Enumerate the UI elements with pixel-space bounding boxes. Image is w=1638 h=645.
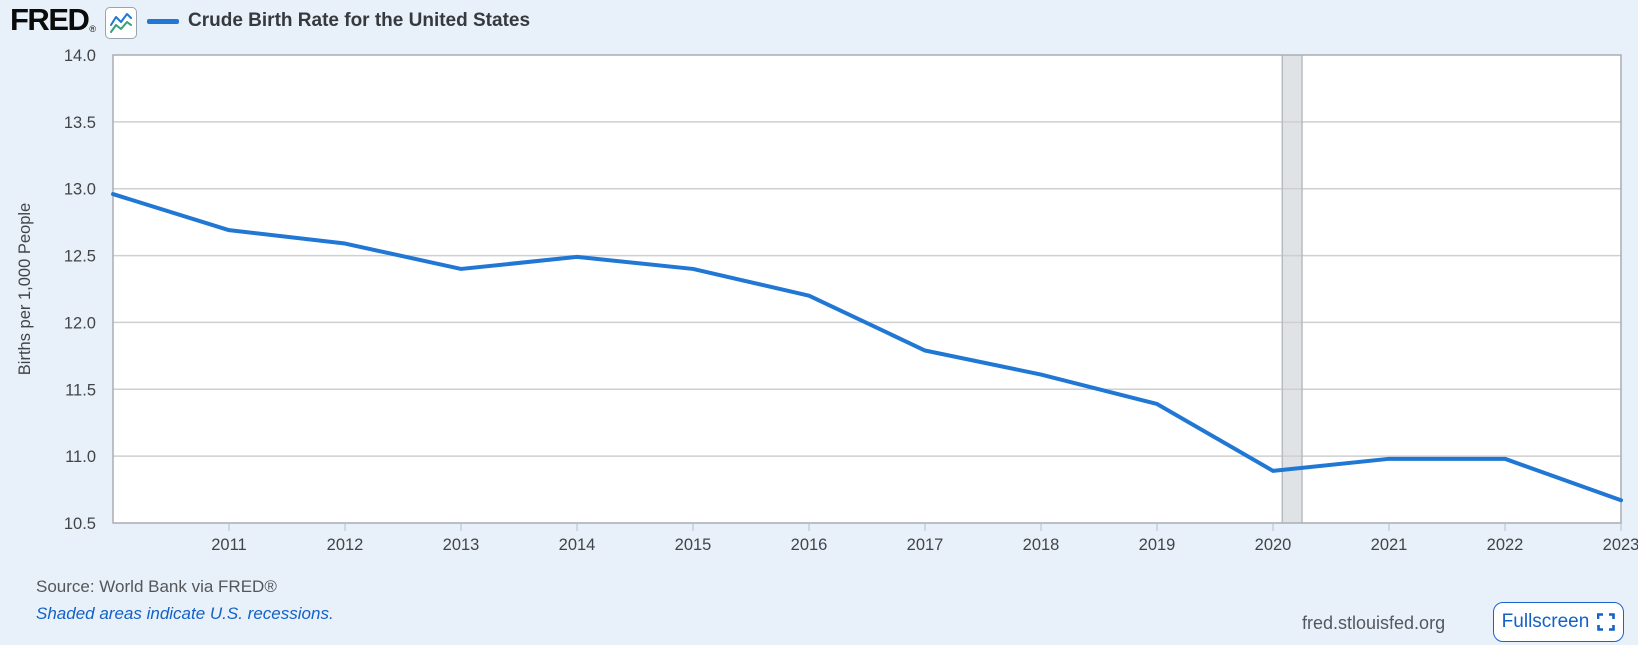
y-tick-label: 13.0 — [64, 181, 96, 199]
x-tick-label: 2020 — [1255, 536, 1292, 554]
y-tick-label: 13.5 — [64, 114, 96, 132]
y-tick-label: 14.0 — [64, 47, 96, 65]
fullscreen-expand-icon — [1597, 613, 1616, 631]
fred-header: FRED ® — [10, 2, 138, 39]
chart-legend: Crude Birth Rate for the United States — [147, 7, 530, 35]
fullscreen-label: Fullscreen — [1501, 611, 1590, 632]
x-tick-label: 2019 — [1139, 536, 1176, 554]
x-tick-label: 2022 — [1487, 536, 1524, 554]
y-tick-label: 12.5 — [64, 248, 96, 266]
fred-line-chart-icon — [105, 7, 138, 39]
x-tick-label: 2011 — [211, 536, 246, 554]
site-link[interactable]: fred.stlouisfed.org — [1302, 613, 1446, 633]
y-tick-label: 11.5 — [65, 381, 96, 399]
legend-series-label: Crude Birth Rate for the United States — [188, 10, 531, 31]
x-tick-label: 2023 — [1603, 536, 1638, 554]
x-tick-label: 2012 — [327, 536, 364, 554]
x-tick-label: 2013 — [443, 536, 480, 554]
fred-logo[interactable]: FRED — [10, 2, 90, 37]
registered-mark: ® — [89, 24, 97, 34]
y-tick-label: 11.0 — [65, 448, 96, 466]
plot-background — [113, 55, 1621, 523]
recession-band — [1282, 55, 1302, 523]
y-tick-label: 10.5 — [64, 515, 96, 533]
source-text: Source: World Bank via FRED® — [36, 577, 277, 596]
plot-border — [112, 54, 1622, 524]
y-tick-label: 12.0 — [64, 314, 96, 332]
y-axis-title: Births per 1,000 People — [16, 203, 34, 375]
x-tick-label: 2015 — [675, 536, 712, 554]
x-tick-label: 2016 — [791, 536, 828, 554]
series-line-crude-birth-rate — [111, 192, 1623, 503]
x-tick-label: 2018 — [1023, 536, 1060, 554]
x-tick-label: 2021 — [1371, 536, 1408, 554]
legend-line-swatch — [147, 18, 179, 24]
fullscreen-button[interactable]: Fullscreen — [1493, 602, 1624, 642]
line-chart-glyph — [110, 13, 133, 33]
x-tick-label: 2017 — [907, 536, 944, 554]
recession-note-link[interactable]: Shaded areas indicate U.S. recessions. — [36, 604, 334, 623]
x-tick-label: 2014 — [559, 536, 596, 554]
